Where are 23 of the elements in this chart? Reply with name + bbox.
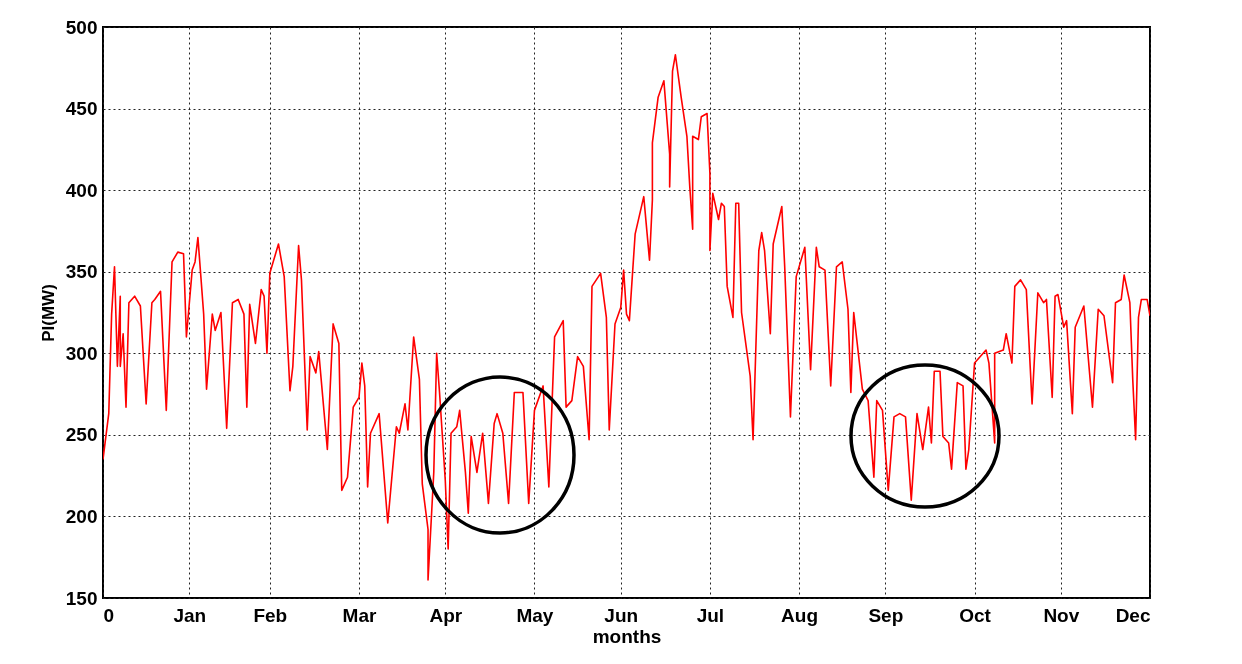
x-tick-label: May — [516, 604, 554, 626]
y-tick-label: 150 — [65, 587, 98, 609]
x-tick-label: Nov — [1043, 604, 1080, 626]
x-tick-label: Feb — [253, 604, 288, 626]
x-tick-label: Jun — [604, 604, 639, 626]
y-tick-label: 450 — [65, 98, 98, 120]
x-tick-label: Jan — [173, 604, 207, 626]
y-tick-label: 300 — [65, 342, 98, 364]
y-tick-label: 250 — [65, 424, 98, 446]
y-tick-label: 500 — [65, 16, 98, 38]
x-tick-label: Oct — [959, 604, 992, 626]
y-axis-title: PI(MW) — [38, 284, 58, 342]
x-tick-label: Dec — [1115, 604, 1151, 626]
y-tick-label: 350 — [65, 261, 98, 283]
y-tick-label: 400 — [65, 179, 98, 201]
x-tick-label: Aug — [781, 604, 819, 626]
x-tick-label: Apr — [429, 604, 463, 626]
x-tick-label: Sep — [868, 604, 904, 626]
x-tick-label: Jul — [696, 604, 725, 626]
x-tick-label: 0 — [103, 604, 115, 626]
y-tick-label: 200 — [65, 505, 98, 527]
x-axis-title: months — [592, 625, 662, 647]
x-tick-label: Mar — [342, 604, 377, 626]
